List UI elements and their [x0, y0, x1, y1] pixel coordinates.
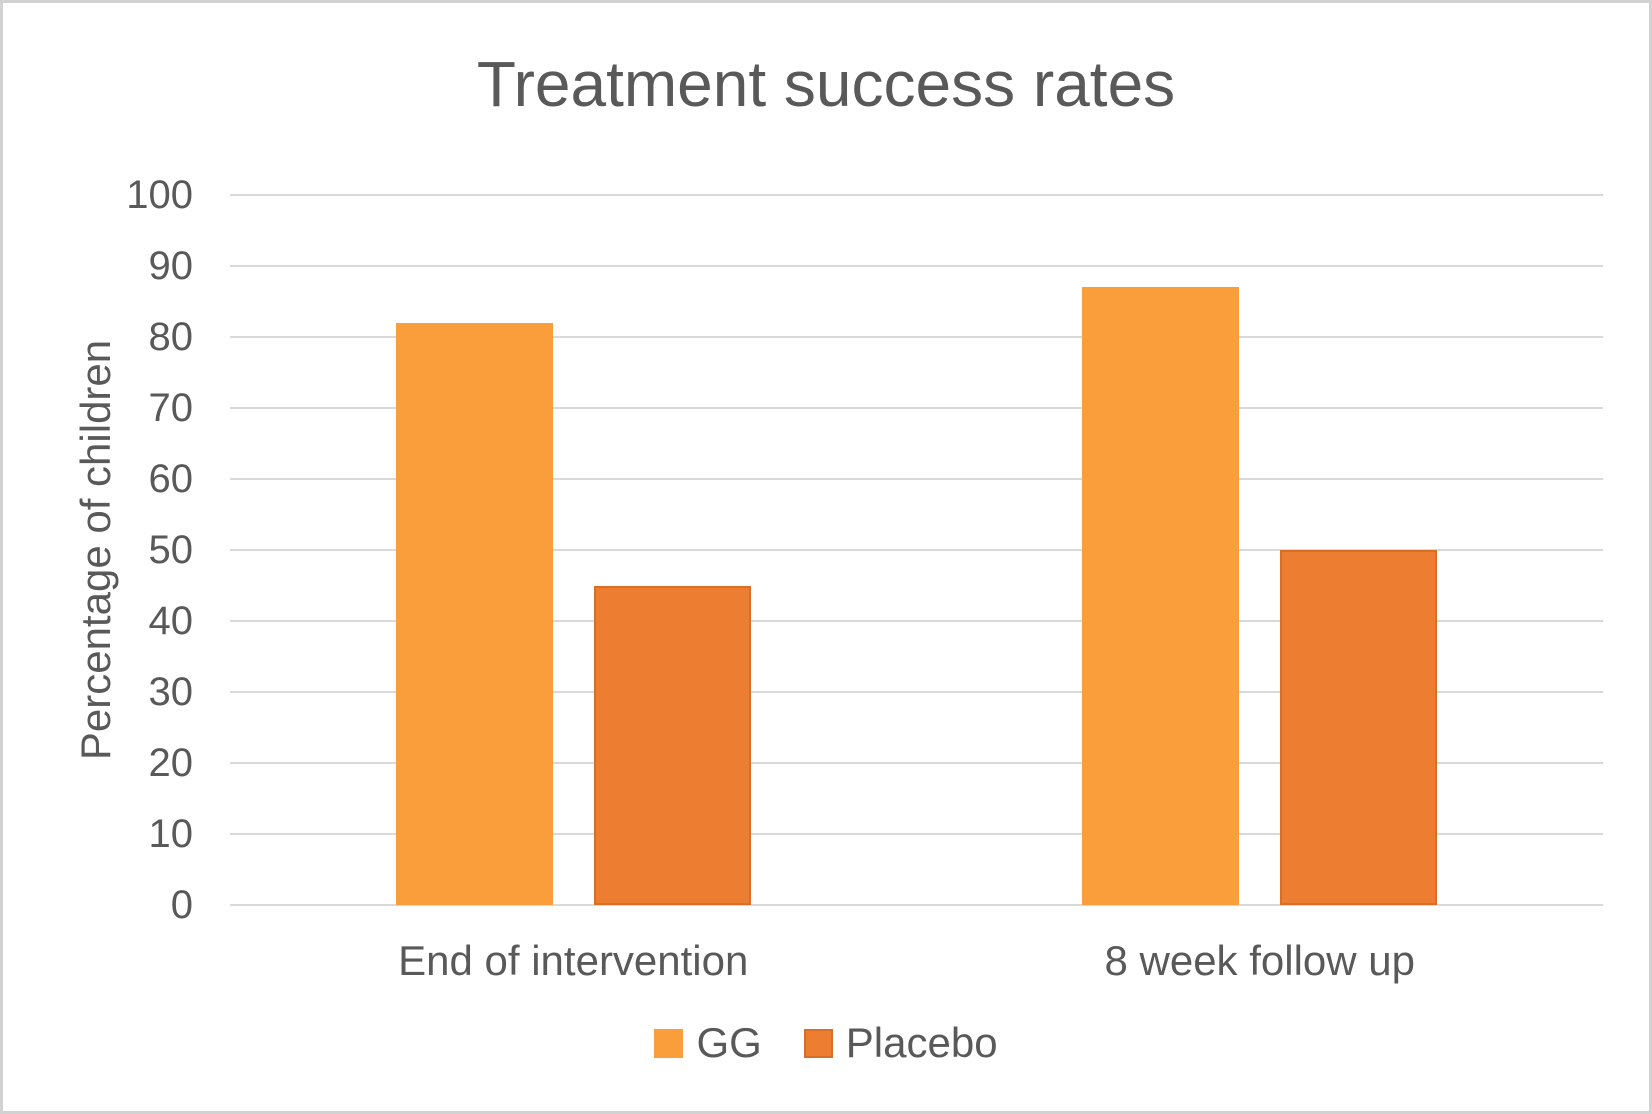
chart-title: Treatment success rates	[476, 48, 1176, 120]
gridline	[230, 336, 1603, 338]
gridline	[230, 620, 1603, 622]
y-tick-label: 40	[148, 599, 194, 643]
legend: GG Placebo	[3, 1019, 1649, 1067]
x-axis-label-end-of-intervention: End of intervention	[398, 937, 749, 984]
gridline	[230, 691, 1603, 693]
y-tick-label: 60	[148, 457, 194, 501]
bar-placebo-end-of-intervention	[593, 585, 751, 905]
gridline	[230, 549, 1603, 551]
y-tick-label: 20	[148, 741, 194, 785]
y-tick-label: 90	[148, 244, 194, 288]
x-axis-label-8-week-follow-up: 8 week follow up	[1104, 937, 1415, 984]
gridline	[230, 407, 1603, 409]
plot-area: 0 10 20 30 40 50 60 70 80 90 100 End of interventio…	[3, 3, 1649, 1111]
y-tick-label: 50	[148, 528, 194, 572]
gridline	[230, 478, 1603, 480]
legend-item-gg: GG	[654, 1019, 762, 1067]
legend-label-gg: GG	[696, 1019, 762, 1066]
y-tick-label: 0	[170, 883, 193, 927]
legend-item-placebo: Placebo	[803, 1019, 998, 1067]
gridline	[230, 194, 1603, 196]
bar-placebo-8-week-follow-up	[1280, 550, 1438, 905]
bar-gg-end-of-intervention	[395, 322, 553, 905]
gridline	[230, 833, 1603, 835]
y-tick-label: 80	[148, 315, 194, 359]
legend-label-placebo: Placebo	[845, 1019, 998, 1066]
gridline	[230, 762, 1603, 764]
legend-swatch-gg-icon	[654, 1028, 684, 1058]
bar-gg-8-week-follow-up	[1082, 287, 1240, 905]
y-tick-label: 70	[148, 386, 194, 430]
y-tick-label: 10	[148, 812, 194, 856]
y-tick-label: 100	[126, 173, 193, 217]
gridline	[230, 904, 1603, 906]
gridline	[230, 265, 1603, 267]
y-tick-label: 30	[148, 670, 194, 714]
legend-swatch-placebo-icon	[803, 1028, 833, 1058]
